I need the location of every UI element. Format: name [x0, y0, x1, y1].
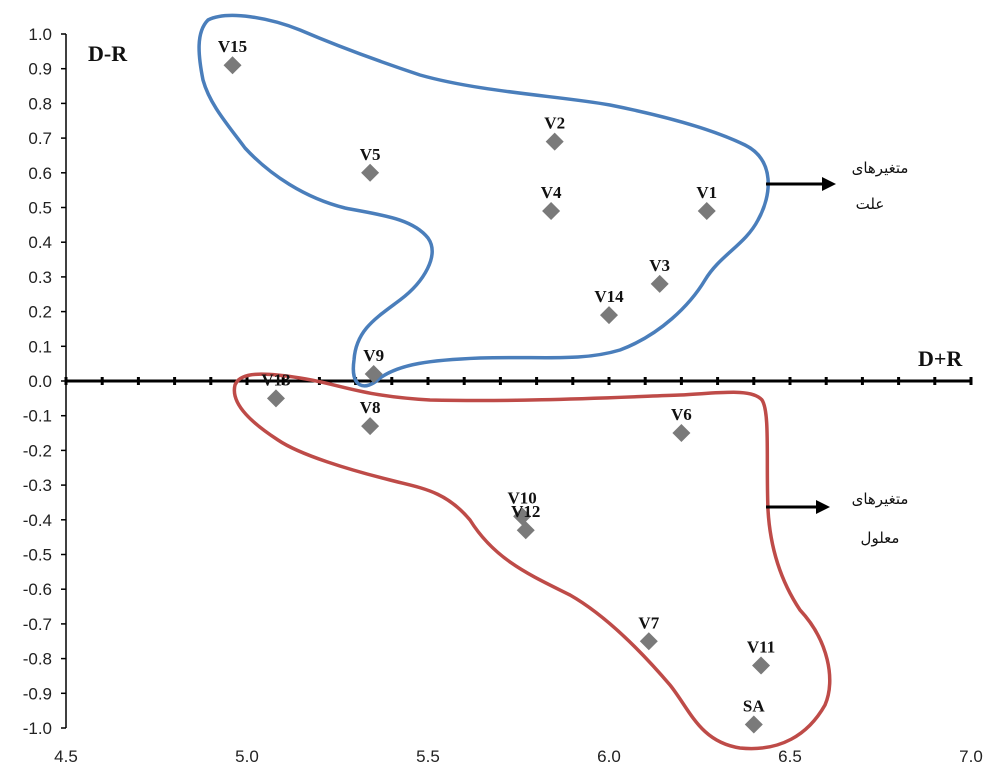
data-point-v9 — [364, 365, 383, 384]
y-tick-label: -0.6 — [23, 580, 52, 599]
y-tick-label: -0.8 — [23, 650, 52, 669]
y-tick-label: 1.0 — [28, 25, 52, 44]
data-point-v4 — [542, 201, 561, 220]
effect-group-label-line2: معلول — [861, 529, 900, 547]
y-tick-label: -0.1 — [23, 407, 52, 426]
data-point-v6 — [672, 424, 691, 443]
data-point-sa — [744, 715, 763, 734]
y-tick-label: 0.5 — [28, 199, 52, 218]
data-point-v5 — [361, 163, 380, 182]
y-tick-label: 0.8 — [28, 94, 52, 113]
x-tick-label: 4.5 — [54, 747, 78, 766]
effect-arrow-head — [816, 500, 830, 514]
data-point-v12 — [516, 521, 535, 540]
x-tick-label: 6.5 — [778, 747, 802, 766]
point-label-v12: V12 — [511, 502, 540, 521]
data-point-v8 — [361, 417, 380, 436]
y-tick-label: -0.9 — [23, 684, 52, 703]
x-axis-ticks: 4.5 5.0 5.5 6.0 6.5 7.0 — [54, 747, 983, 766]
point-label-v8: V8 — [360, 398, 381, 417]
point-label-v9: V9 — [363, 346, 384, 365]
y-tick-label: -0.5 — [23, 546, 52, 565]
cause-group-label-line2: علت — [856, 195, 885, 213]
x-tick-label: 5.0 — [235, 747, 259, 766]
point-label-sa: SA — [743, 697, 765, 716]
cause-arrow-head — [822, 177, 836, 191]
y-tick-label: -0.3 — [23, 476, 52, 495]
point-label-v5: V5 — [360, 145, 381, 164]
y-tick-label: -0.2 — [23, 441, 52, 460]
point-label-v10: V10 — [507, 488, 536, 507]
cause-group-outline — [197, 13, 770, 388]
point-label-v15: V15 — [218, 37, 247, 56]
y-tick-label: 0.2 — [28, 303, 52, 322]
data-point-v3 — [650, 274, 669, 293]
y-tick-label: 0.9 — [28, 60, 52, 79]
y-tick-label: -0.4 — [23, 511, 52, 530]
point-label-v4: V4 — [541, 183, 562, 202]
data-point-v13 — [266, 389, 285, 408]
y-tick-label: 0.0 — [28, 372, 52, 391]
x-axis-title: D+R — [918, 346, 963, 371]
data-point-v7 — [639, 632, 658, 651]
x-tick-label: 7.0 — [959, 747, 983, 766]
y-tick-label: -1.0 — [23, 719, 52, 738]
point-label-v2: V2 — [544, 114, 565, 133]
point-label-v3: V3 — [649, 256, 670, 275]
point-label-v7: V7 — [638, 613, 659, 632]
data-point-v14 — [600, 306, 618, 325]
data-point-v10 — [513, 507, 532, 526]
point-label-v13: V13 — [261, 370, 290, 389]
y-tick-label: -0.7 — [23, 615, 52, 634]
x-tick-label: 6.0 — [597, 747, 621, 766]
effect-group-label-line1: متغیرهای — [852, 490, 909, 508]
data-point-v2 — [545, 132, 564, 151]
data-point-v11 — [752, 656, 771, 675]
point-label-v11: V11 — [747, 638, 775, 657]
y-axis-title: D-R — [88, 41, 128, 66]
y-tick-label: 0.3 — [28, 268, 52, 287]
data-point-v1 — [697, 201, 716, 220]
point-label-v6: V6 — [671, 405, 692, 424]
y-tick-label: 0.7 — [28, 129, 52, 148]
data-point-v15 — [223, 56, 242, 75]
y-tick-label: 0.4 — [28, 233, 52, 252]
y-tick-label: 0.1 — [28, 337, 52, 356]
point-label-v1: V1 — [696, 183, 717, 202]
effect-group-outline — [232, 372, 832, 751]
point-label-v14: V14 — [594, 287, 624, 306]
y-tick-label: 0.6 — [28, 164, 52, 183]
cause-group-label-line1: متغیرهای — [852, 159, 909, 177]
x-tick-label: 5.5 — [416, 747, 440, 766]
y-axis-ticks: 1.0 0.9 0.8 0.7 0.6 0.5 0.4 0.3 0.2 0.1 0.0 -0.1 -0.… — [23, 25, 66, 738]
